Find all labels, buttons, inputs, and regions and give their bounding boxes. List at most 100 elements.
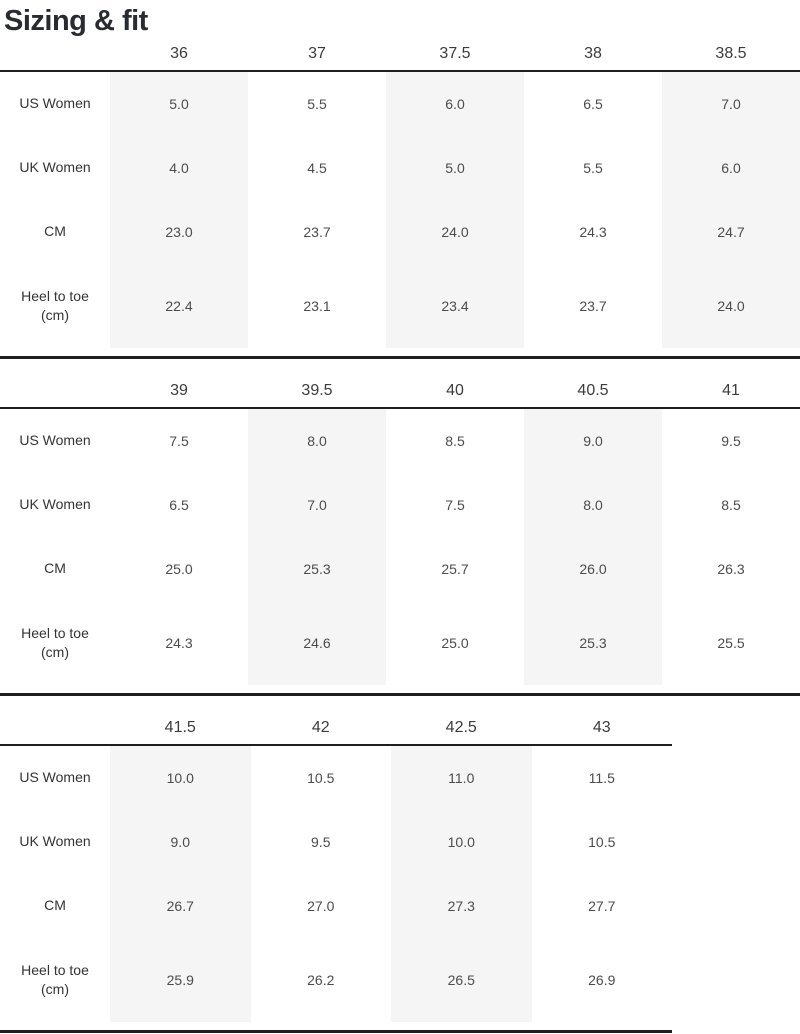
size-cell: 23.1 xyxy=(303,297,331,314)
size-col-header: 38 xyxy=(584,44,602,62)
row-label: UK Women xyxy=(19,833,91,850)
size-cell: 26.5 xyxy=(391,937,532,1022)
size-cell: 27.0 xyxy=(307,897,335,914)
table-row-us-women: US Women 5.0 5.5 6.0 6.5 7.0 xyxy=(0,71,800,136)
size-cell: 27.3 xyxy=(391,873,532,938)
size-col-header: 39.5 xyxy=(301,381,333,399)
size-cell: 25.9 xyxy=(110,937,251,1022)
size-col-header: 37 xyxy=(308,44,326,62)
size-col-header: 38.5 xyxy=(715,44,747,62)
row-label: Heel to toe (cm) xyxy=(21,961,89,997)
size-cell: 26.9 xyxy=(588,971,616,988)
size-col-header: 42 xyxy=(311,718,330,736)
size-table-section-3: 41.5 42 42.5 43 US Women 10.0 10.5 11.0 … xyxy=(0,712,672,1033)
page-title: Sizing & fit xyxy=(4,5,148,37)
size-cell: 25.0 xyxy=(441,634,469,651)
size-cell: 26.7 xyxy=(110,873,251,938)
table-row-us-women: US Women 7.5 8.0 8.5 9.0 9.5 xyxy=(0,408,800,473)
row-label: US Women xyxy=(19,95,91,112)
size-cell: 23.7 xyxy=(303,223,331,240)
size-cell: 10.0 xyxy=(110,745,251,810)
size-cell: 27.7 xyxy=(588,897,616,914)
size-cell: 24.6 xyxy=(248,600,386,685)
size-cell: 6.0 xyxy=(386,71,524,136)
size-cell: 24.3 xyxy=(165,634,193,651)
size-cell: 25.7 xyxy=(441,560,469,577)
size-cell: 23.7 xyxy=(579,297,607,314)
size-cell: 25.3 xyxy=(248,536,386,601)
size-cell: 8.0 xyxy=(248,408,386,473)
size-header-row: 36 37 37.5 38 38.5 xyxy=(0,38,800,72)
table-row-heel-to-toe: Heel to toe (cm) 22.4 23.1 23.4 23.7 24.… xyxy=(0,263,800,348)
size-cell: 9.0 xyxy=(524,408,662,473)
size-cell: 24.3 xyxy=(579,223,607,240)
size-cell: 10.5 xyxy=(588,833,616,850)
size-cell: 26.2 xyxy=(307,971,335,988)
table-row-cm: CM 25.0 25.3 25.7 26.0 26.3 xyxy=(0,536,800,601)
size-cell: 6.5 xyxy=(583,95,603,112)
row-label: UK Women xyxy=(19,159,91,176)
size-cell: 10.0 xyxy=(391,809,532,874)
row-label: CM xyxy=(44,560,66,577)
size-cell: 25.0 xyxy=(165,560,193,577)
size-col-header: 41 xyxy=(722,381,740,399)
size-cell: 26.0 xyxy=(524,536,662,601)
size-cell: 7.5 xyxy=(169,432,189,449)
size-cell: 11.0 xyxy=(391,745,532,810)
size-cell: 25.3 xyxy=(524,600,662,685)
table-row-heel-to-toe: Heel to toe (cm) 24.3 24.6 25.0 25.3 25.… xyxy=(0,600,800,685)
table-row-uk-women: UK Women 4.0 4.5 5.0 5.5 6.0 xyxy=(0,135,800,200)
row-label: US Women xyxy=(19,769,91,786)
size-cell: 26.3 xyxy=(717,560,745,577)
size-cell: 8.5 xyxy=(721,496,741,513)
size-cell: 10.5 xyxy=(307,769,335,786)
size-cell: 11.5 xyxy=(588,769,615,786)
size-cell: 24.0 xyxy=(662,263,800,348)
size-cell: 7.0 xyxy=(248,472,386,537)
table-row-heel-to-toe: Heel to toe (cm) 25.9 26.2 26.5 26.9 xyxy=(0,937,672,1022)
size-cell: 9.5 xyxy=(311,833,331,850)
size-cell: 22.4 xyxy=(110,263,248,348)
size-header-row: 39 39.5 40 40.5 41 xyxy=(0,375,800,409)
size-cell: 9.0 xyxy=(110,809,251,874)
size-cell: 4.5 xyxy=(307,159,327,176)
size-col-header: 40.5 xyxy=(577,381,609,399)
row-label: UK Women xyxy=(19,496,91,513)
size-table-section-2: 39 39.5 40 40.5 41 US Women 7.5 8.0 8.5 … xyxy=(0,375,800,696)
size-cell: 8.0 xyxy=(524,472,662,537)
size-cell: 7.0 xyxy=(662,71,800,136)
size-cell: 6.0 xyxy=(662,135,800,200)
size-cell: 5.5 xyxy=(307,95,327,112)
row-label: CM xyxy=(44,897,66,914)
table-row-cm: CM 26.7 27.0 27.3 27.7 xyxy=(0,873,672,938)
size-header-row: 41.5 42 42.5 43 xyxy=(0,712,672,746)
size-col-header: 37.5 xyxy=(439,44,471,62)
size-cell: 24.7 xyxy=(662,199,800,264)
size-cell: 25.5 xyxy=(717,634,745,651)
size-cell: 9.5 xyxy=(721,432,741,449)
table-row-cm: CM 23.0 23.7 24.0 24.3 24.7 xyxy=(0,199,800,264)
table-row-uk-women: UK Women 9.0 9.5 10.0 10.5 xyxy=(0,809,672,874)
size-col-header: 36 xyxy=(170,44,188,62)
row-label: Heel to toe (cm) xyxy=(21,287,89,323)
row-label: US Women xyxy=(19,432,91,449)
size-cell: 5.5 xyxy=(583,159,603,176)
size-cell: 5.0 xyxy=(110,71,248,136)
size-cell: 24.0 xyxy=(386,199,524,264)
size-cell: 8.5 xyxy=(445,432,465,449)
row-label: Heel to toe (cm) xyxy=(21,624,89,660)
size-col-header: 41.5 xyxy=(164,718,196,736)
size-cell: 23.0 xyxy=(110,199,248,264)
size-cell: 5.0 xyxy=(386,135,524,200)
size-col-header: 43 xyxy=(592,718,611,736)
size-cell: 6.5 xyxy=(169,496,189,513)
size-col-header: 42.5 xyxy=(445,718,477,736)
size-table-section-1: 36 37 37.5 38 38.5 US Women 5.0 5.5 6.0 … xyxy=(0,38,800,359)
table-row-uk-women: UK Women 6.5 7.0 7.5 8.0 8.5 xyxy=(0,472,800,537)
size-cell: 7.5 xyxy=(445,496,465,513)
table-row-us-women: US Women 10.0 10.5 11.0 11.5 xyxy=(0,745,672,810)
row-label: CM xyxy=(44,223,66,240)
size-col-header: 40 xyxy=(446,381,464,399)
size-col-header: 39 xyxy=(170,381,188,399)
size-cell: 23.4 xyxy=(386,263,524,348)
